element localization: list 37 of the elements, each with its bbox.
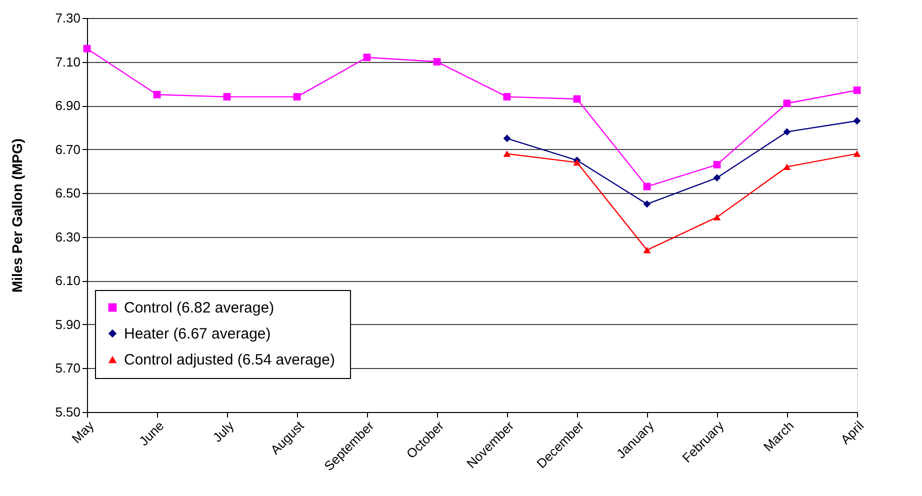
point	[503, 93, 511, 101]
point	[783, 100, 791, 108]
y-axis-title: Miles Per Gallon (MPG)	[9, 138, 26, 293]
y-tick-label: 5.90	[55, 316, 80, 332]
point	[853, 150, 861, 157]
y-tick-label: 6.70	[55, 142, 80, 157]
point	[293, 93, 301, 101]
y-tick-label: 7.30	[55, 10, 80, 26]
legend-label: Control (6.82 average)	[124, 300, 274, 316]
point	[643, 200, 651, 208]
point	[643, 182, 651, 190]
point	[853, 86, 861, 94]
y-tick-label: 5.50	[55, 404, 80, 420]
y-tick-label: 5.70	[55, 360, 80, 376]
point	[643, 246, 651, 254]
point	[573, 159, 581, 166]
point	[223, 93, 231, 101]
point	[363, 54, 371, 62]
y-tick-label: 6.90	[55, 98, 80, 114]
point	[713, 214, 721, 220]
legend-label: Heater (6.67 average)	[124, 326, 271, 342]
point	[783, 164, 791, 170]
x-tick-label: May	[68, 418, 98, 446]
y-tick-label: 6.50	[55, 186, 80, 201]
legend-label: Control adjusted (6.54 average)	[124, 352, 335, 368]
point	[713, 160, 721, 168]
point	[503, 134, 511, 142]
y-tick-label: 7.10	[55, 54, 80, 70]
point	[853, 117, 861, 125]
point	[503, 150, 511, 157]
y-tick-label: 6.10	[55, 273, 80, 288]
point	[153, 90, 161, 98]
x-tick-label: July	[210, 418, 238, 446]
y-tick-label: 6.30	[55, 229, 80, 244]
point	[783, 128, 791, 136]
point	[433, 58, 441, 66]
point	[83, 44, 91, 52]
